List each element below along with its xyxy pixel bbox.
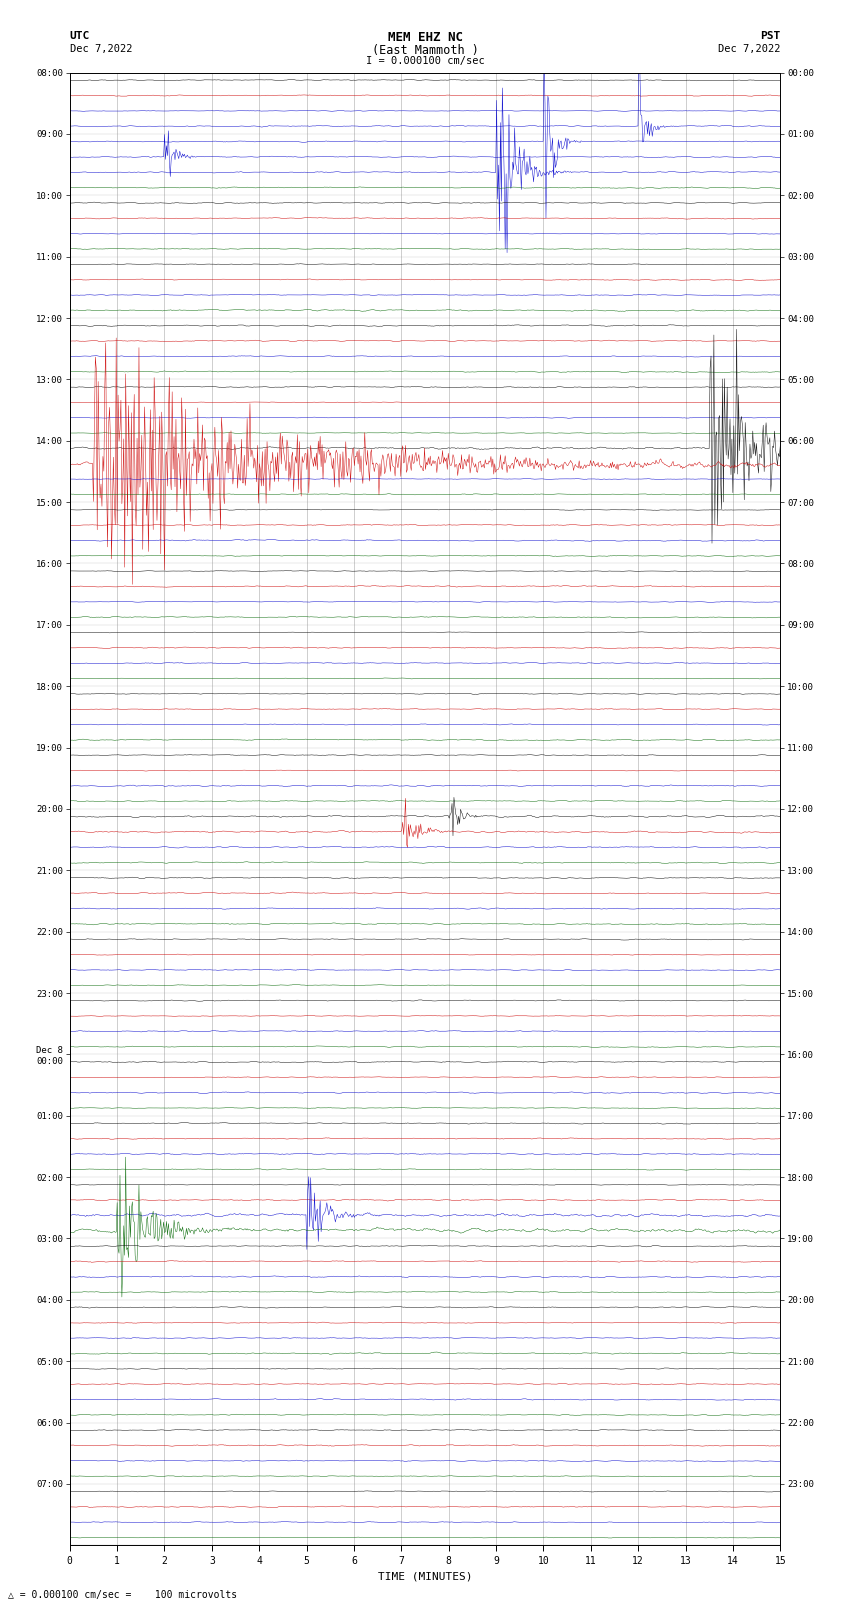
Text: △ = 0.000100 cm/sec =    100 microvolts: △ = 0.000100 cm/sec = 100 microvolts bbox=[8, 1590, 238, 1600]
Text: PST: PST bbox=[760, 31, 780, 40]
Text: (East Mammoth ): (East Mammoth ) bbox=[371, 44, 479, 56]
Text: I = 0.000100 cm/sec: I = 0.000100 cm/sec bbox=[366, 56, 484, 66]
Text: MEM EHZ NC: MEM EHZ NC bbox=[388, 31, 462, 44]
Text: Dec 7,2022: Dec 7,2022 bbox=[70, 44, 133, 53]
Text: UTC: UTC bbox=[70, 31, 90, 40]
Text: Dec 7,2022: Dec 7,2022 bbox=[717, 44, 780, 53]
X-axis label: TIME (MINUTES): TIME (MINUTES) bbox=[377, 1571, 473, 1581]
